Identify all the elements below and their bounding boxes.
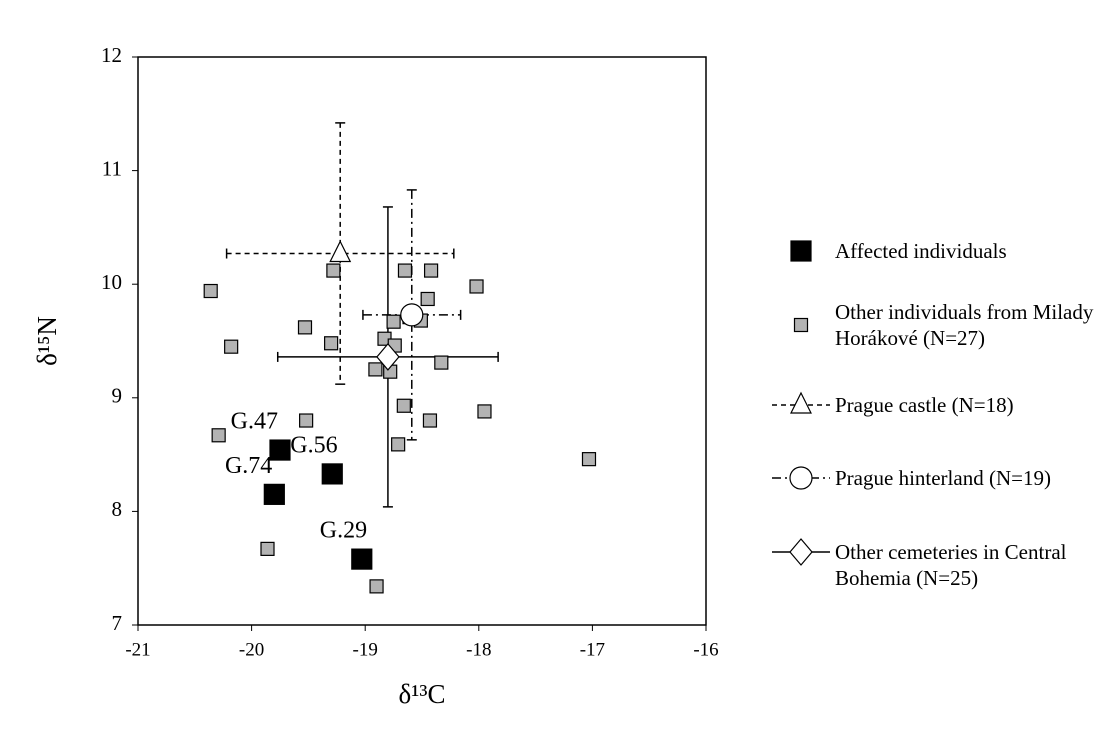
marker: [423, 263, 439, 278]
marker: [420, 291, 435, 307]
legend-label: Prague castle (N=18): [835, 393, 1014, 417]
y-axis-label: δ¹⁵N: [32, 316, 62, 366]
x-tick-label: -20: [239, 639, 264, 660]
marker: [211, 428, 226, 443]
marker: [581, 452, 597, 467]
marker: [368, 362, 383, 377]
marker: [269, 439, 291, 461]
y-tick-label: 9: [112, 384, 123, 408]
x-tick-label: -18: [466, 639, 491, 660]
legend-label: Other individuals from Milady Horákové (…: [835, 300, 1094, 350]
y-tick-label: 10: [101, 270, 122, 294]
y-tick-label: 8: [112, 497, 123, 521]
marker: [351, 548, 373, 570]
plot-frame: [137, 56, 707, 626]
marker: [396, 398, 411, 413]
point-label: G.47: [231, 409, 278, 435]
marker: [391, 437, 406, 452]
legend-marker: [790, 240, 812, 262]
marker: [400, 303, 424, 327]
marker: [203, 283, 218, 299]
point-label: G.74: [225, 453, 272, 479]
x-axis-label: δ¹³C: [399, 679, 446, 709]
legend-marker: [789, 538, 813, 566]
y-tick-label: 12: [101, 43, 122, 67]
marker: [324, 336, 339, 351]
x-tick-label: -17: [580, 639, 605, 660]
point-label: G.29: [320, 518, 367, 544]
marker: [260, 541, 275, 556]
y-tick-label: 11: [102, 156, 122, 180]
marker: [434, 355, 449, 370]
marker: [329, 240, 352, 263]
marker: [326, 263, 341, 278]
legend-marker: [789, 466, 813, 490]
legend-marker: [790, 391, 812, 414]
marker: [422, 413, 438, 428]
legend-marker: [793, 317, 809, 333]
x-tick-label: -19: [353, 639, 378, 660]
x-tick-label: -16: [693, 639, 718, 660]
marker: [321, 463, 343, 485]
legend-label: Prague hinterland (N=19): [835, 466, 1051, 490]
marker: [386, 314, 401, 329]
marker: [397, 263, 413, 278]
marker: [477, 404, 492, 419]
marker: [369, 579, 384, 594]
legend-label: Affected individuals: [835, 239, 1007, 263]
legend-label: Other cemeteries in Central Bohemia (N=2…: [835, 540, 1067, 590]
marker: [224, 339, 239, 354]
marker: [299, 413, 314, 428]
x-tick-label: -21: [125, 639, 150, 660]
y-tick-label: 7: [112, 611, 123, 635]
marker: [297, 320, 313, 335]
marker: [263, 483, 285, 505]
point-label: G.56: [290, 432, 337, 458]
marker: [469, 279, 484, 294]
marker: [376, 342, 400, 371]
